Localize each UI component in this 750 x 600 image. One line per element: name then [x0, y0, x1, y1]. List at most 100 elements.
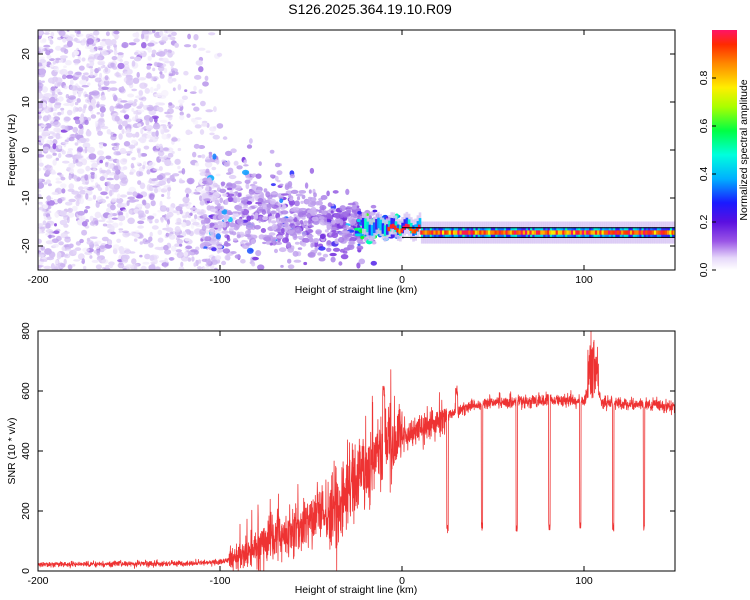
- spectrogram-cell: [226, 187, 233, 191]
- spectrogram-cell: [514, 230, 517, 235]
- spectrogram-cell: [131, 88, 138, 92]
- spectrogram-cell: [81, 258, 86, 265]
- spectrogram-cell: [102, 143, 107, 147]
- spectrogram-cell: [100, 112, 105, 118]
- spectrogram-cell: [128, 42, 137, 46]
- spectrogram-cell: [135, 95, 143, 99]
- spectrogram-cell: [91, 43, 96, 46]
- spectrogram-cell: [192, 119, 199, 125]
- spectrogram-cell: [90, 114, 97, 119]
- spectrogram-cell: [89, 71, 94, 77]
- spectrogram-cell: [95, 201, 100, 208]
- spectrogram-cell: [112, 244, 120, 251]
- spectrogram-cell: [42, 220, 47, 226]
- spectrogram-cell: [105, 185, 109, 192]
- spectrogram-cell: [189, 207, 198, 211]
- spectrogram-cell: [253, 225, 261, 230]
- spectrogram-cell: [133, 265, 138, 270]
- spectrogram-cell: [114, 115, 120, 122]
- spectrogram-cell: [107, 162, 114, 169]
- spectrogram-cell: [162, 125, 168, 130]
- spectrogram-cell: [201, 120, 208, 124]
- spectrogram-cell: [627, 230, 631, 235]
- spectrogram-cell: [65, 36, 74, 42]
- spectrogram-cell: [79, 238, 84, 244]
- spectrogram-cell: [185, 193, 189, 198]
- colorbar-gradient: [712, 30, 737, 270]
- spectrogram-cell: [157, 229, 163, 236]
- spectrogram-cell: [89, 60, 95, 67]
- spectrogram-cell: [166, 196, 171, 200]
- spectrogram-cell: [118, 229, 123, 233]
- spectrogram-cell: [267, 208, 271, 215]
- spectrogram-cell: [146, 106, 155, 111]
- spectrogram-cell: [65, 60, 72, 66]
- spectrogram-cell: [121, 128, 125, 135]
- spectrogram-cell: [166, 211, 174, 218]
- spectrogram-cell: [271, 223, 278, 231]
- spectrogram-cell: [120, 100, 128, 103]
- spectrogram-cell: [133, 110, 137, 115]
- spectrogram-cell: [213, 106, 217, 113]
- spectrogram-cell: [575, 230, 578, 235]
- spectrogram-cell: [52, 243, 59, 248]
- snr-series-line: [38, 331, 675, 571]
- spectrogram-cell: [347, 240, 356, 245]
- spectrogram-cell: [86, 38, 94, 45]
- spectrogram-cell: [151, 115, 159, 120]
- spectrogram-cell: [345, 188, 350, 195]
- colorbar-label: Normalized spectral amplitude: [738, 79, 750, 220]
- spectrogram-cell: [276, 235, 284, 239]
- spectrogram-cell: [634, 230, 637, 235]
- spectrogram-cell: [53, 107, 57, 111]
- spectrogram-cell: [183, 251, 189, 257]
- spectrogram-cell: [192, 151, 197, 158]
- spectrogram-cell: [287, 264, 295, 270]
- spectrogram-cell: [415, 227, 419, 232]
- spectrogram-cell: [350, 213, 354, 218]
- spectrogram-cell: [127, 69, 133, 75]
- spectrogram-cell: [143, 161, 147, 166]
- spectrogram-cell: [360, 235, 365, 240]
- spectrogram-cell: [78, 186, 84, 191]
- spectrogram-cell: [209, 222, 215, 227]
- spectrogram-cell: [66, 216, 70, 224]
- spectrogram-cell: [215, 255, 222, 261]
- spectrogram-cell: [307, 203, 316, 207]
- spectrogram-cell: [163, 147, 169, 151]
- spectrogram-cell: [496, 230, 500, 235]
- spectrogram-cell: [101, 236, 109, 242]
- spectrogram-cell: [43, 265, 52, 270]
- spectrogram-cell: [351, 218, 356, 224]
- spectrogram-cell: [457, 230, 460, 235]
- spectrogram-cell: [201, 225, 207, 232]
- spectrogram-cell: [72, 248, 77, 255]
- spectrogram-cell: [174, 222, 183, 225]
- spectrogram-cell: [568, 230, 572, 235]
- spectrogram-cell: [662, 230, 666, 235]
- spectrogram-cell: [113, 34, 120, 39]
- spectrogram-cell: [590, 230, 594, 235]
- spectrogram-cell: [44, 32, 50, 35]
- spectrogram-cell: [121, 254, 130, 260]
- spectrogram-cell: [346, 233, 354, 238]
- spectrogram-cell: [332, 190, 339, 194]
- spectrogram-cell: [113, 173, 120, 181]
- spectrogram-cell: [159, 71, 163, 75]
- spectrogram-cell: [52, 192, 58, 195]
- spectrogram-cell: [64, 125, 69, 131]
- spectrogram-cell: [520, 230, 524, 235]
- spectrogram-cell: [315, 200, 320, 206]
- spectrogram-cell: [156, 83, 161, 90]
- spectrogram-cell: [60, 176, 66, 181]
- spectrogram-cell: [85, 219, 89, 223]
- spectrogram-cell: [463, 230, 467, 235]
- spectrogram-cell: [136, 161, 140, 165]
- spectrogram-cell: [193, 191, 198, 194]
- spectrogram-cell: [118, 222, 123, 226]
- spectrogram-cell: [498, 230, 502, 235]
- x-tick-label: 100: [575, 274, 593, 286]
- spectrogram-cell: [109, 87, 118, 91]
